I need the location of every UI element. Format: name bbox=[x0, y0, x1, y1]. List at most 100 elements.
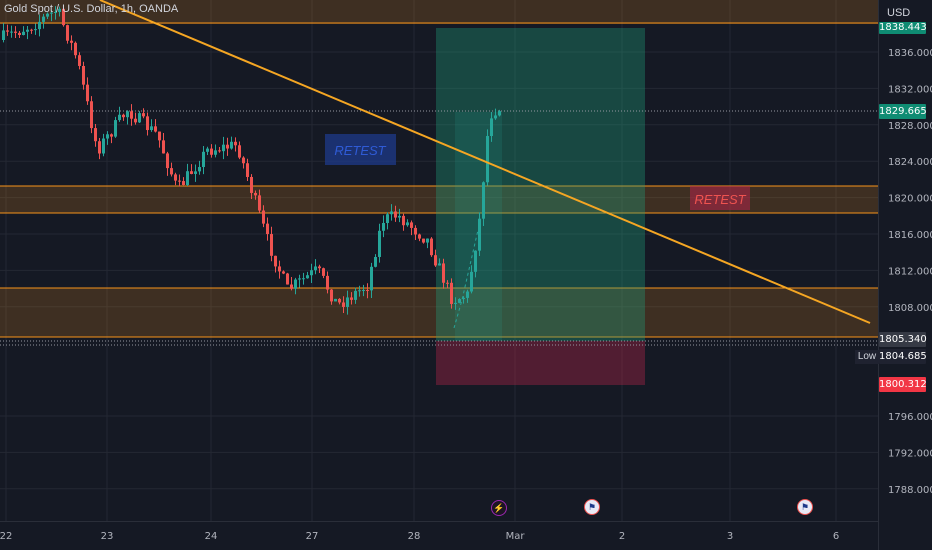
candle-body bbox=[394, 211, 397, 218]
candle-body bbox=[286, 273, 289, 285]
candle-body bbox=[62, 8, 65, 26]
candle-body bbox=[142, 113, 145, 117]
time-axis[interactable]: 22 23 24 27 28 Mar 2 3 6 bbox=[0, 531, 839, 542]
candle-body bbox=[114, 120, 117, 137]
candle-body bbox=[398, 215, 401, 218]
lightning-icon[interactable]: ⚡ bbox=[491, 500, 507, 516]
price-tick-label: 1828.000 bbox=[888, 121, 932, 132]
candle-body bbox=[106, 134, 109, 139]
candle-body bbox=[366, 289, 369, 291]
retest-box-2-label: RETEST bbox=[694, 192, 746, 207]
time-tick-label: 22 bbox=[0, 531, 12, 542]
candle-body bbox=[342, 302, 345, 307]
price-tick-label: 1816.000 bbox=[888, 230, 932, 241]
time-tick-label: 24 bbox=[205, 531, 218, 542]
candle-body bbox=[74, 42, 77, 56]
candlestick-series[interactable] bbox=[2, 5, 501, 315]
candle-body bbox=[370, 266, 373, 291]
candle-body bbox=[422, 238, 425, 243]
candle-body bbox=[374, 256, 377, 267]
time-tick-label: 27 bbox=[306, 531, 319, 542]
candle-body bbox=[58, 8, 61, 13]
candle-body bbox=[134, 118, 137, 123]
candle-body bbox=[334, 298, 337, 302]
candle-body bbox=[18, 32, 21, 36]
candle-body bbox=[470, 271, 473, 292]
retest-box-1-label: RETEST bbox=[334, 143, 386, 158]
candle-body bbox=[2, 30, 5, 40]
candle-body bbox=[70, 40, 73, 43]
candle-body bbox=[102, 138, 105, 154]
candle-body bbox=[482, 182, 485, 219]
price-tick-label: 1836.000 bbox=[888, 48, 932, 59]
candle-body bbox=[210, 148, 213, 155]
time-tick-label: Mar bbox=[506, 531, 526, 542]
candle-body bbox=[386, 214, 389, 223]
candle-body bbox=[186, 171, 189, 185]
candle-body bbox=[306, 275, 309, 279]
candle-body bbox=[22, 31, 25, 36]
price-axis[interactable]: 1836.000 1832.000 1828.000 1824.000 1820.000… bbox=[888, 48, 932, 496]
candle-body bbox=[450, 282, 453, 304]
candle-body bbox=[122, 114, 125, 118]
candle-body bbox=[410, 222, 413, 228]
candle-body bbox=[66, 25, 69, 41]
candle-body bbox=[138, 113, 141, 123]
candle-body bbox=[242, 157, 245, 164]
candle-body bbox=[194, 171, 197, 174]
candle-body bbox=[278, 266, 281, 272]
candle-body bbox=[38, 21, 41, 30]
candle-body bbox=[30, 29, 33, 31]
candle-body bbox=[126, 111, 129, 118]
candle-body bbox=[426, 238, 429, 243]
candle-body bbox=[326, 275, 329, 290]
us-flag-icon[interactable]: ⚑ bbox=[797, 499, 813, 515]
price-tick-label: 1824.000 bbox=[888, 157, 932, 168]
candle-body bbox=[318, 266, 321, 269]
candle-body bbox=[442, 263, 445, 283]
candle-body bbox=[262, 210, 265, 224]
candle-body bbox=[98, 141, 101, 154]
candle-body bbox=[406, 222, 409, 226]
candle-body bbox=[250, 176, 253, 193]
retest-box-1[interactable] bbox=[325, 134, 396, 165]
currency-label[interactable]: USD bbox=[887, 7, 911, 19]
candle-body bbox=[54, 12, 57, 14]
candle-body bbox=[458, 299, 461, 303]
candle-body bbox=[154, 126, 157, 132]
candle-body bbox=[190, 171, 193, 174]
candle-body bbox=[494, 115, 497, 119]
candle-body bbox=[94, 128, 97, 142]
candle-body bbox=[290, 284, 293, 289]
candle-body bbox=[294, 279, 297, 289]
candle-body bbox=[418, 234, 421, 239]
candle-body bbox=[214, 150, 217, 155]
candle-body bbox=[382, 222, 385, 231]
candle-body bbox=[362, 289, 365, 291]
candle-body bbox=[478, 218, 481, 251]
candle-body bbox=[322, 268, 325, 276]
candle-body bbox=[310, 270, 313, 276]
time-tick-label: 6 bbox=[833, 531, 839, 542]
candle-body bbox=[178, 180, 181, 182]
descending-trendline[interactable] bbox=[99, 0, 871, 324]
time-tick-label: 3 bbox=[727, 531, 733, 542]
candle-body bbox=[350, 297, 353, 300]
candle-body bbox=[378, 230, 381, 257]
price-tick-label: 1812.000 bbox=[888, 266, 932, 277]
symbol-title[interactable]: Gold Spot / U.S. Dollar, 1h, OANDA bbox=[4, 3, 179, 15]
us-flag-icon[interactable]: ⚑ bbox=[584, 499, 600, 515]
candle-body bbox=[490, 118, 493, 137]
candle-body bbox=[446, 282, 449, 284]
candle-body bbox=[182, 181, 185, 185]
stop-loss-zone[interactable] bbox=[436, 341, 645, 385]
candle-body bbox=[218, 150, 221, 152]
candle-body bbox=[82, 65, 85, 85]
candle-body bbox=[486, 136, 489, 183]
candle-body bbox=[270, 234, 273, 256]
candle-body bbox=[454, 302, 457, 304]
projection-path bbox=[453, 229, 479, 329]
retest-box-2[interactable] bbox=[690, 186, 750, 210]
